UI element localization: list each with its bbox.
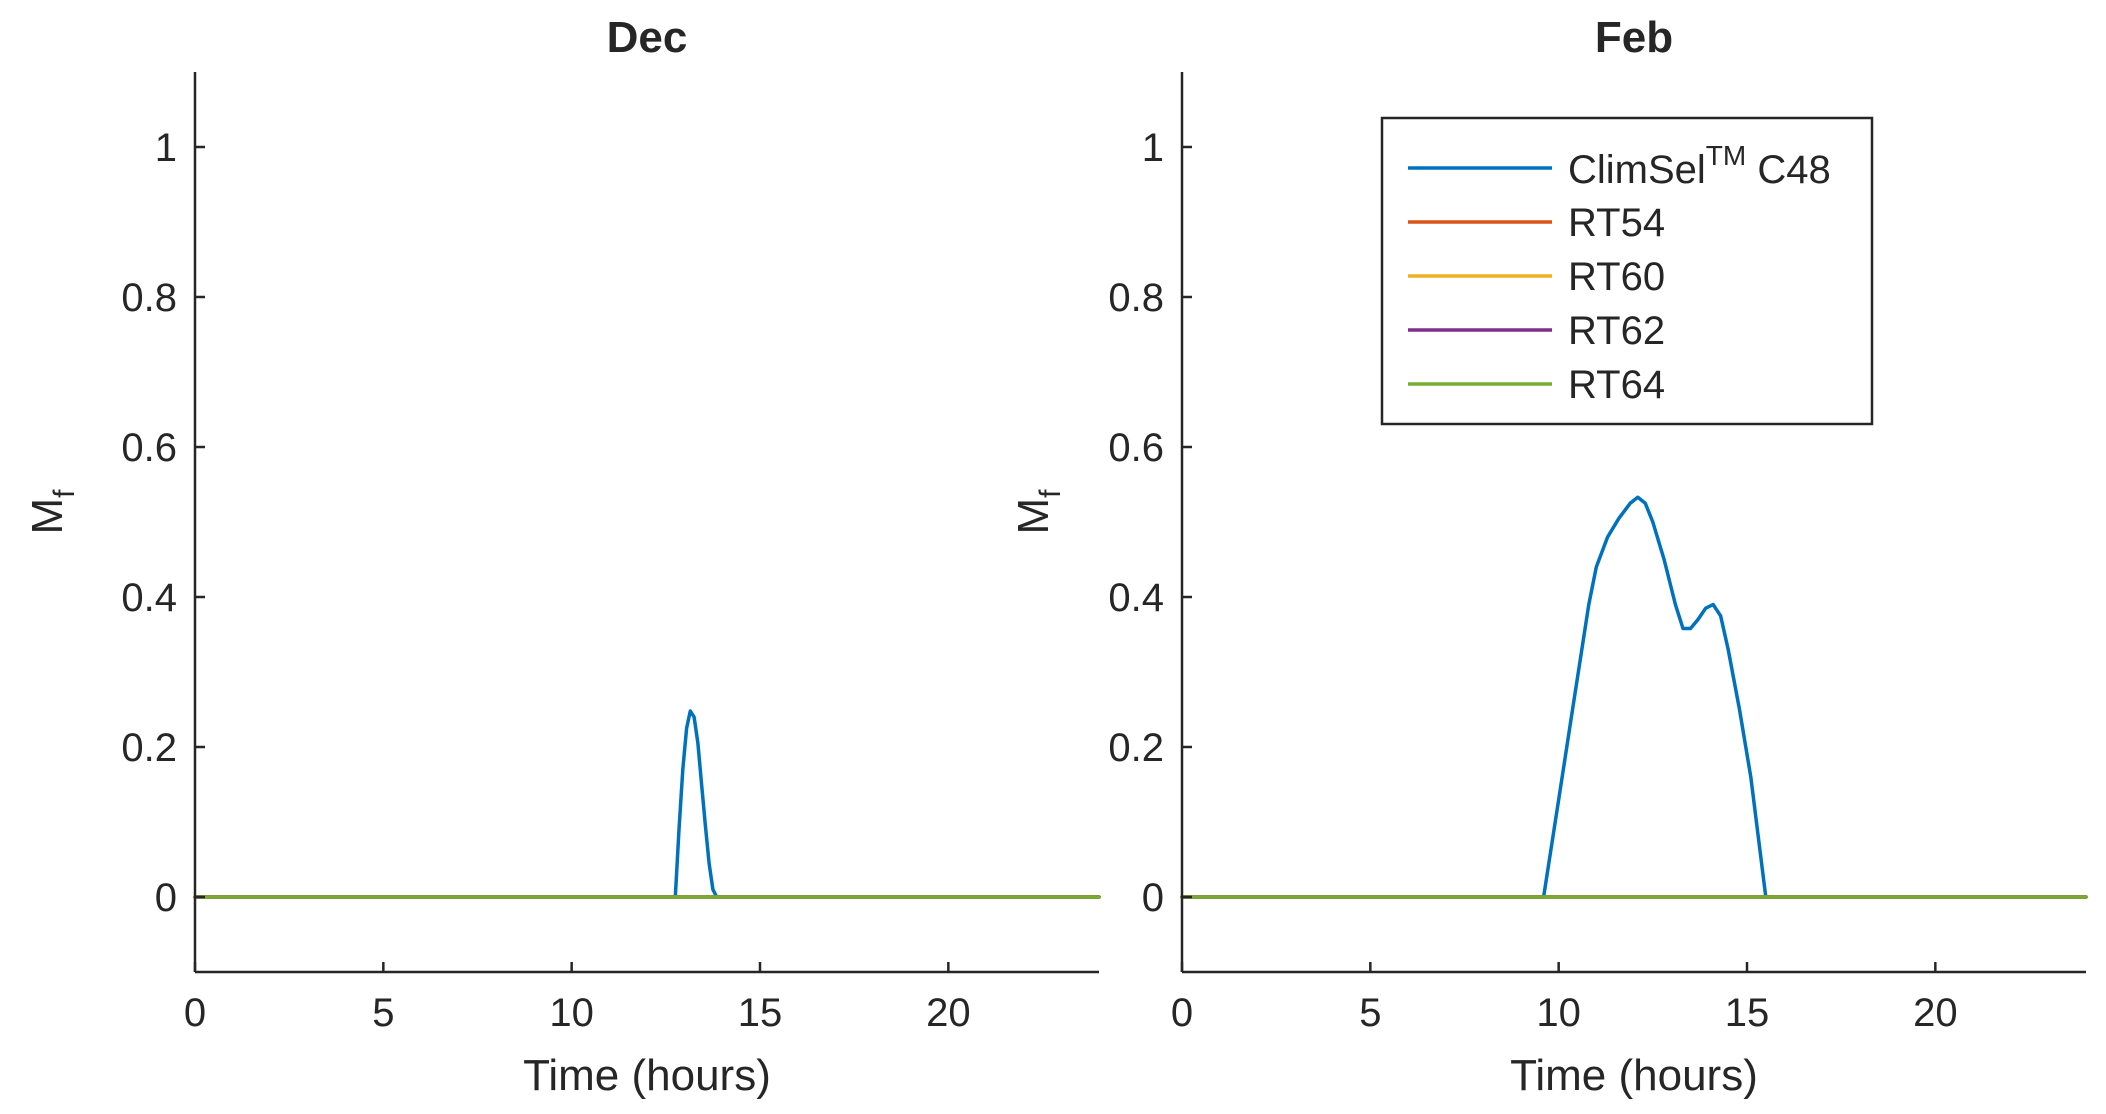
legend-entry: RT62 — [1408, 309, 1665, 353]
y-tick-label: 0.4 — [1108, 576, 1164, 620]
y-axis-label: Mf — [1009, 489, 1067, 535]
legend-entry: ClimSelTM C48 — [1408, 140, 1831, 192]
y-tick-label: 0.4 — [121, 576, 177, 620]
y-tick-label: 0.8 — [1108, 276, 1164, 320]
y-tick-label: 0.6 — [1108, 426, 1164, 470]
legend-entry: RT64 — [1408, 363, 1665, 407]
x-tick-label: 10 — [1536, 991, 1581, 1035]
legend-label-suffix: C48 — [1746, 148, 1831, 192]
series-line — [193, 709, 1101, 899]
y-tick-label: 1 — [1142, 126, 1164, 170]
y-tick-label: 0 — [155, 876, 177, 920]
legend-label: RT64 — [1568, 363, 1665, 407]
y-tick-label: 0.2 — [1108, 726, 1164, 770]
y-tick-label: 0 — [1142, 876, 1164, 920]
y-tick-label: 1 — [155, 126, 177, 170]
plot-area: 0 5 10 15 20 0 0.2 0.4 0.6 0.8 1 — [121, 72, 1101, 1035]
x-tick-label: 15 — [1725, 991, 1770, 1035]
x-tick-label: 5 — [372, 991, 394, 1035]
legend-entry: RT60 — [1408, 255, 1665, 299]
legend: ClimSelTM C48 RT54 RT60 RT62 RT64 — [1380, 116, 1874, 426]
y-axis-label-main: M — [1009, 498, 1058, 535]
y-axis-label-subscript: f — [1034, 489, 1067, 498]
legend-label: RT62 — [1568, 309, 1665, 353]
x-tick-label: 10 — [549, 991, 594, 1035]
x-tick-label: 5 — [1359, 991, 1381, 1035]
series-line — [1180, 495, 2088, 899]
x-tick-label: 0 — [184, 991, 206, 1035]
y-tick-label: 0.8 — [121, 276, 177, 320]
y-axis-label-subscript: f — [48, 489, 81, 498]
y-axis-label: Mf — [23, 489, 81, 535]
x-tick-label: 20 — [926, 991, 971, 1035]
x-tick-label: 0 — [1171, 991, 1193, 1035]
panel-title: Dec — [607, 13, 688, 62]
legend-label: RT60 — [1568, 255, 1665, 299]
legend-label: ClimSelTM C48 — [1568, 140, 1831, 192]
legend-label-superscript: TM — [1706, 140, 1746, 171]
y-axis-label-main: M — [23, 498, 72, 535]
x-axis-label: Time (hours) — [1510, 1051, 1758, 1100]
panel-title: Feb — [1595, 13, 1673, 62]
x-axis-label: Time (hours) — [523, 1051, 771, 1100]
legend-label: RT54 — [1568, 201, 1665, 245]
legend-entry: RT54 — [1408, 201, 1665, 245]
y-tick-label: 0.2 — [121, 726, 177, 770]
legend-label-main: ClimSel — [1568, 148, 1706, 192]
y-tick-label: 0.6 — [121, 426, 177, 470]
plot-area: 0 5 10 15 20 0 0.2 0.4 0.6 0.8 1 — [1108, 72, 2088, 1035]
x-tick-label: 15 — [738, 991, 783, 1035]
x-tick-label: 20 — [1913, 991, 1958, 1035]
